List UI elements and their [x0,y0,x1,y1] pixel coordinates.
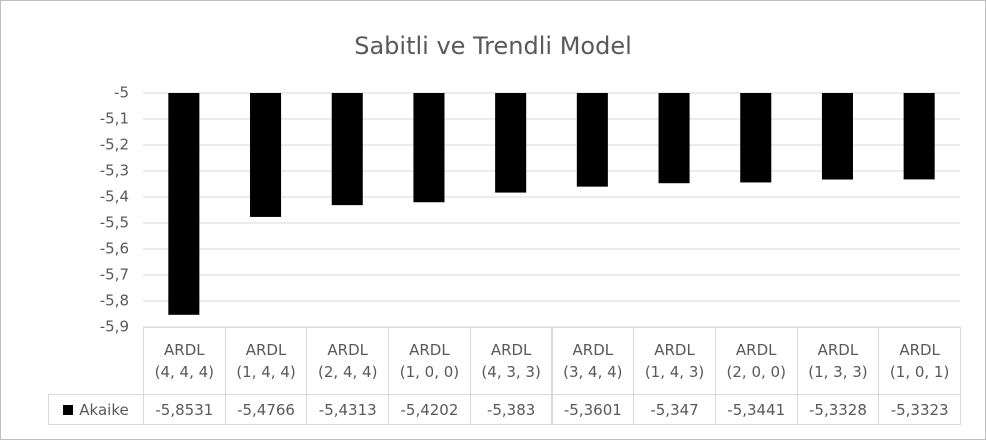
bar [495,93,527,193]
bar [250,93,282,217]
bar [413,93,445,203]
y-tick-label: -5,1 [100,110,129,128]
y-tick-label: -5,4 [100,188,129,206]
bar [903,93,935,180]
y-tick-label: -5,2 [100,136,129,154]
category-cell: ARDL (1, 4, 4) [224,327,308,395]
category-cell: ARDL (2, 0, 0) [714,327,798,395]
y-tick-label: -5,6 [100,240,129,258]
category-cell: ARDL (1, 0, 1) [878,327,961,395]
value-label: -5,3441 [714,394,798,425]
value-label: -5,3601 [551,394,635,425]
category-cell: ARDL (2, 4, 4) [306,327,390,395]
y-tick-label: -5,8 [100,292,129,310]
legend-swatch [63,404,74,415]
value-label: -5,4766 [224,394,308,425]
category-cell: ARDL (1, 0, 0) [388,327,471,395]
y-tick-label: -5 [114,84,129,102]
legend-label: Akaike [79,400,129,419]
value-label: -5,3323 [878,394,961,425]
category-cell: ARDL (3, 4, 4) [551,327,635,395]
category-cell: ARDL (1, 4, 3) [633,327,716,395]
bar [740,93,772,183]
category-cell: ARDL (1, 3, 3) [796,327,880,395]
value-label: -5,8531 [143,394,226,425]
value-label: -5,3328 [796,394,880,425]
category-cell: ARDL (4, 3, 3) [469,327,553,395]
value-label: -5,383 [469,394,553,425]
value-label: -5,4313 [306,394,390,425]
bar [331,93,363,206]
value-label: -5,4202 [388,394,471,425]
legend-entry: Akaike [48,394,144,425]
bar [821,93,853,180]
y-tick-label: -5,7 [100,266,129,284]
y-tick-label: -5,9 [100,318,129,336]
chart-title: Sabitli ve Trendli Model [354,32,632,60]
y-tick-label: -5,3 [100,162,129,180]
bar [168,93,200,315]
category-cell: ARDL (4, 4, 4) [143,327,226,395]
bar [576,93,608,187]
y-tick-label: -5,5 [100,214,129,232]
value-label: -5,347 [633,394,716,425]
bar [658,93,690,184]
